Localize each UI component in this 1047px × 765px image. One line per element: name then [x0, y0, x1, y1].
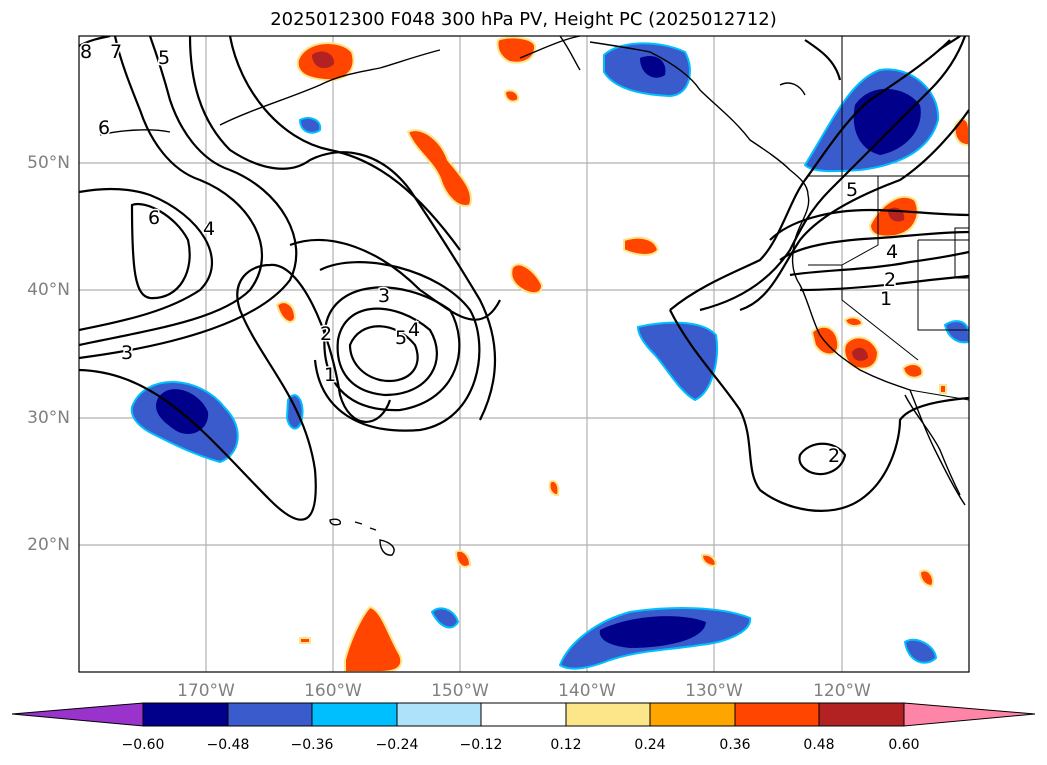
- colorbar-tick-label: −0.24: [375, 737, 419, 753]
- colorbar-bin: [734, 702, 820, 727]
- contour-label: 4: [886, 241, 898, 263]
- colorbar-bin: [649, 702, 736, 727]
- contour-label: 4: [408, 319, 420, 341]
- contour-label: 3: [378, 285, 390, 307]
- contour-labels: 8 7 6 5 6 4 3 3 2 1 5 4 5 4 2 1 2: [79, 40, 900, 469]
- colorbar-tick-label: 0.12: [550, 737, 582, 753]
- contour-label: 2: [884, 269, 896, 291]
- colorbar-tick-label: −0.60: [121, 737, 165, 753]
- contour-label: 2: [320, 323, 332, 345]
- colorbar-extend-low: [11, 702, 144, 727]
- negative-pv-areas: [130, 42, 969, 670]
- coastlines: [99, 36, 966, 556]
- map-frame: [78, 35, 970, 673]
- colorbar-tick-label: −0.48: [206, 737, 250, 753]
- colorbar: [11, 702, 1036, 727]
- contour-label: 8: [80, 41, 92, 63]
- lon-label: 150°W: [431, 681, 489, 701]
- contour-label: 7: [110, 41, 122, 63]
- colorbar-bin: [480, 702, 567, 727]
- contour-label: 5: [395, 327, 407, 349]
- lon-label: 130°W: [685, 681, 743, 701]
- height-contours: [79, 36, 969, 521]
- lon-label: 140°W: [558, 681, 616, 701]
- colorbar-extend-high: [903, 702, 1036, 727]
- contour-label: 5: [158, 47, 170, 69]
- contour-label: 1: [324, 364, 336, 386]
- colorbar-bin: [142, 702, 229, 727]
- colorbar-bin: [818, 702, 905, 727]
- lat-label: 50°N: [27, 153, 70, 173]
- contour-label: 4: [203, 218, 215, 240]
- map-title: 2025012300 F048 300 hPa PV, Height PC (2…: [270, 9, 777, 30]
- colorbar-tick-label: 0.60: [888, 737, 920, 753]
- contour-label: 5: [846, 179, 858, 201]
- lat-label: 30°N: [27, 408, 70, 428]
- colorbar-tick-label: 0.36: [719, 737, 751, 753]
- colorbar-bin: [565, 702, 651, 727]
- borders: [808, 36, 969, 401]
- contour-label: 6: [98, 117, 110, 139]
- colorbar-tick-label: −0.36: [290, 737, 334, 753]
- contour-label: 6: [148, 207, 160, 229]
- lon-label: 170°W: [177, 681, 235, 701]
- lon-label: 160°W: [304, 681, 362, 701]
- colorbar-bin: [227, 702, 313, 727]
- contour-label: 3: [121, 342, 133, 364]
- lon-label: 120°W: [813, 681, 871, 701]
- colorbar-bin: [396, 702, 482, 727]
- colorbar-tick-label: 0.24: [634, 737, 666, 753]
- colorbar-bin: [311, 702, 398, 727]
- contour-label: 1: [880, 288, 892, 310]
- lat-label: 40°N: [27, 280, 70, 300]
- colorbar-tick-label: 0.48: [803, 737, 835, 753]
- contour-label: 2: [828, 445, 840, 467]
- colorbar-tick-label: −0.12: [459, 737, 503, 753]
- lat-label: 20°N: [27, 535, 70, 555]
